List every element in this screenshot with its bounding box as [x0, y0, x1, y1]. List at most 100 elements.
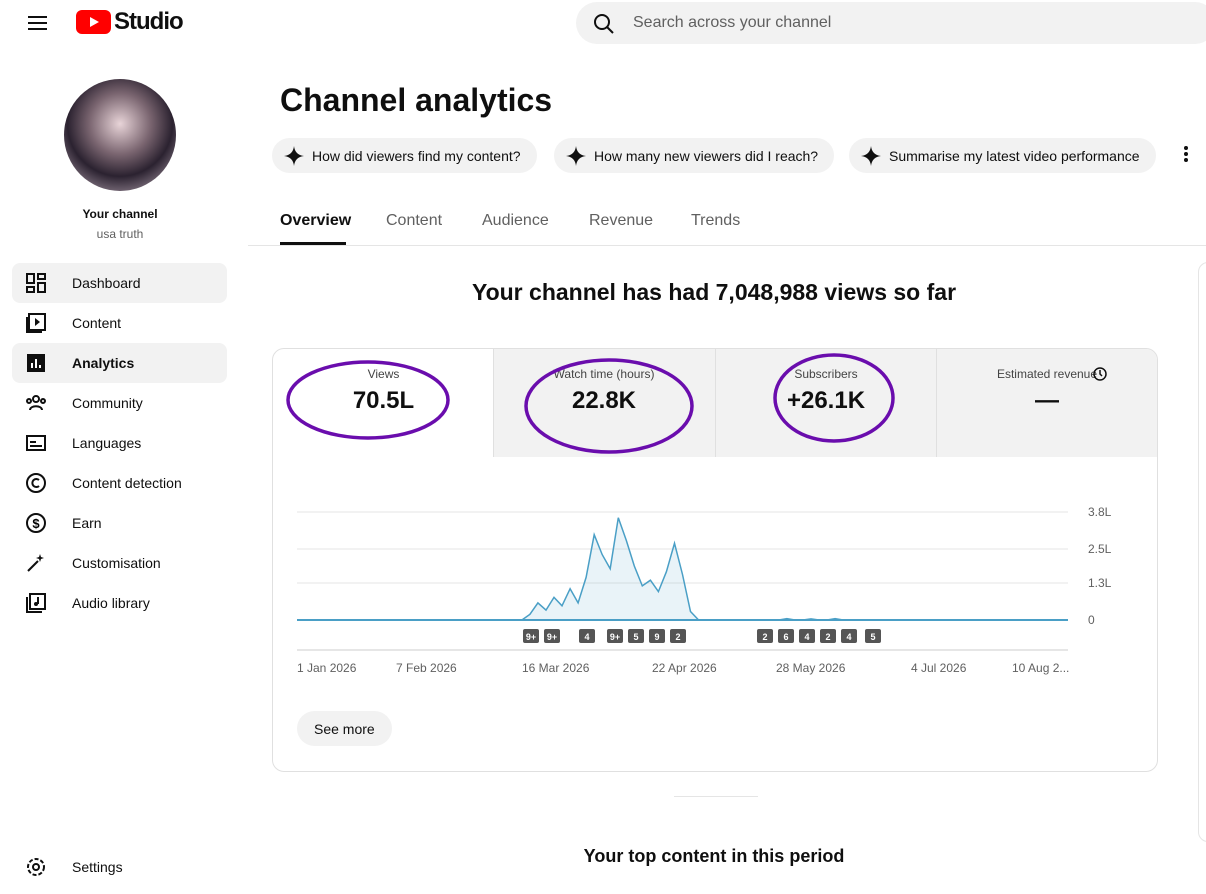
- annotation-badge[interactable]: [757, 629, 773, 643]
- see-more-button[interactable]: See more: [297, 711, 392, 746]
- nav-item[interactable]: Analytics: [12, 343, 227, 383]
- sparkle-icon: [284, 146, 304, 166]
- metric-value: 70.5L: [352, 387, 415, 414]
- nav-item[interactable]: Settings: [12, 847, 227, 887]
- nav-icon: [26, 313, 46, 333]
- annotation-label: 5: [870, 632, 875, 642]
- sparkle-icon: [566, 146, 586, 166]
- nav-item[interactable]: Community: [12, 383, 227, 423]
- y-tick-label: 0: [1088, 613, 1095, 627]
- metric-label: Estimated revenue: [996, 367, 1098, 381]
- clock-icon: [1093, 367, 1107, 381]
- x-tick-label: 4 Jul 2026: [911, 661, 967, 675]
- nav-label: Content: [72, 315, 122, 331]
- annotation-label: 5: [633, 632, 638, 642]
- nav-label: Content detection: [72, 475, 182, 491]
- annotation-label: 4: [584, 632, 589, 642]
- suggestion-chip[interactable]: Summarise my latest video performance: [849, 138, 1156, 173]
- metric-value: 22.8K: [571, 387, 637, 414]
- nav-item[interactable]: $ Earn: [12, 503, 227, 543]
- nav-icon: $: [26, 513, 46, 533]
- y-tick-label: 2.5L: [1088, 542, 1112, 556]
- nav-item[interactable]: Audio library: [12, 583, 227, 623]
- channel-name: usa truth: [96, 227, 144, 241]
- nav-label: Analytics: [72, 355, 135, 371]
- annotation-label: 9: [654, 632, 659, 642]
- tab[interactable]: Content: [386, 212, 443, 229]
- nav-icon: [26, 273, 46, 293]
- suggestion-chip[interactable]: How did viewers find my content?: [272, 138, 537, 173]
- nav-label: Dashboard: [72, 275, 141, 291]
- annotation-label: 9+: [610, 632, 620, 642]
- tab[interactable]: Revenue: [589, 212, 654, 229]
- nav-label: Customisation: [72, 555, 161, 571]
- annotation-badge[interactable]: [670, 629, 686, 643]
- annotation-badge[interactable]: [579, 629, 595, 643]
- svg-text:$: $: [32, 516, 40, 531]
- menu-icon[interactable]: [28, 14, 48, 32]
- x-tick-label: 10 Aug 2...: [1012, 661, 1069, 675]
- headline: Your channel has had 7,048,988 views so …: [471, 279, 957, 305]
- metric-label: Subscribers: [794, 367, 858, 381]
- tab[interactable]: Overview: [280, 212, 352, 229]
- nav-icon: [26, 435, 46, 451]
- nav-label: Settings: [72, 859, 123, 875]
- annotation-badge[interactable]: [607, 629, 623, 643]
- annotation-badge[interactable]: [544, 629, 560, 643]
- page-title: Channel analytics: [280, 82, 553, 118]
- metric-tab[interactable]: Subscribers +26.1K: [715, 349, 936, 457]
- annotation-label: 9+: [526, 632, 536, 642]
- side-card: [1198, 262, 1206, 842]
- annotation-badge[interactable]: [523, 629, 539, 643]
- tab[interactable]: Audience: [482, 212, 549, 229]
- sparkle-icon: [861, 146, 881, 166]
- metric-value: +26.1K: [786, 387, 866, 414]
- nav-icon: [27, 354, 45, 372]
- annotation-badge[interactable]: [778, 629, 794, 643]
- x-tick-label: 7 Feb 2026: [396, 661, 457, 675]
- y-tick-label: 3.8L: [1088, 505, 1112, 519]
- nav-label: Audio library: [72, 595, 150, 611]
- suggestion-chip[interactable]: How many new viewers did I reach?: [554, 138, 835, 173]
- chip-label: How did viewers find my content?: [312, 147, 521, 164]
- nav-item[interactable]: Content: [12, 303, 227, 343]
- x-tick-label: 16 Mar 2026: [522, 661, 590, 675]
- section-title: Your top content in this period: [583, 846, 845, 866]
- annotation-badge[interactable]: [841, 629, 857, 643]
- nav-item[interactable]: Customisation: [12, 543, 227, 583]
- logo-text[interactable]: Studio: [114, 8, 184, 35]
- metric-tab[interactable]: Watch time (hours) 22.8K: [493, 349, 714, 457]
- annotation-badge[interactable]: [799, 629, 815, 643]
- metric-tab[interactable]: Estimated revenue —: [936, 349, 1157, 457]
- channel-avatar[interactable]: [64, 79, 176, 191]
- nav-label: Community: [72, 395, 143, 411]
- search-icon: [594, 14, 614, 34]
- x-tick-label: 22 Apr 2026: [652, 661, 717, 675]
- search-placeholder: Search across your channel: [633, 14, 832, 31]
- nav-item[interactable]: Languages: [12, 423, 227, 463]
- annotation-label: 2: [675, 632, 680, 642]
- annotation-badge[interactable]: [649, 629, 665, 643]
- overview-card: [272, 348, 1158, 772]
- nav-icon: [27, 858, 45, 876]
- logo-icon[interactable]: [76, 10, 112, 34]
- metric-tab[interactable]: Views 70.5L: [273, 349, 494, 457]
- annotation-label: 2: [825, 632, 830, 642]
- nav-item[interactable]: Content detection: [12, 463, 227, 503]
- channel-label: Your channel: [82, 207, 158, 221]
- metric-value: —: [1035, 387, 1059, 414]
- tab[interactable]: Trends: [691, 212, 741, 229]
- annotation-badge[interactable]: [628, 629, 644, 643]
- x-tick-label: 28 May 2026: [776, 661, 846, 675]
- nav-item[interactable]: Dashboard: [12, 263, 227, 303]
- annotation-badge[interactable]: [820, 629, 836, 643]
- annotation-badge[interactable]: [865, 629, 881, 643]
- y-tick-label: 1.3L: [1088, 576, 1112, 590]
- annotation-label: 2: [762, 632, 767, 642]
- nav-icon: [26, 593, 46, 613]
- search-box[interactable]: Search across your channel: [576, 2, 1206, 44]
- annotation-label: 4: [846, 632, 851, 642]
- more-icon[interactable]: [1180, 144, 1192, 166]
- nav-icon: [26, 473, 46, 493]
